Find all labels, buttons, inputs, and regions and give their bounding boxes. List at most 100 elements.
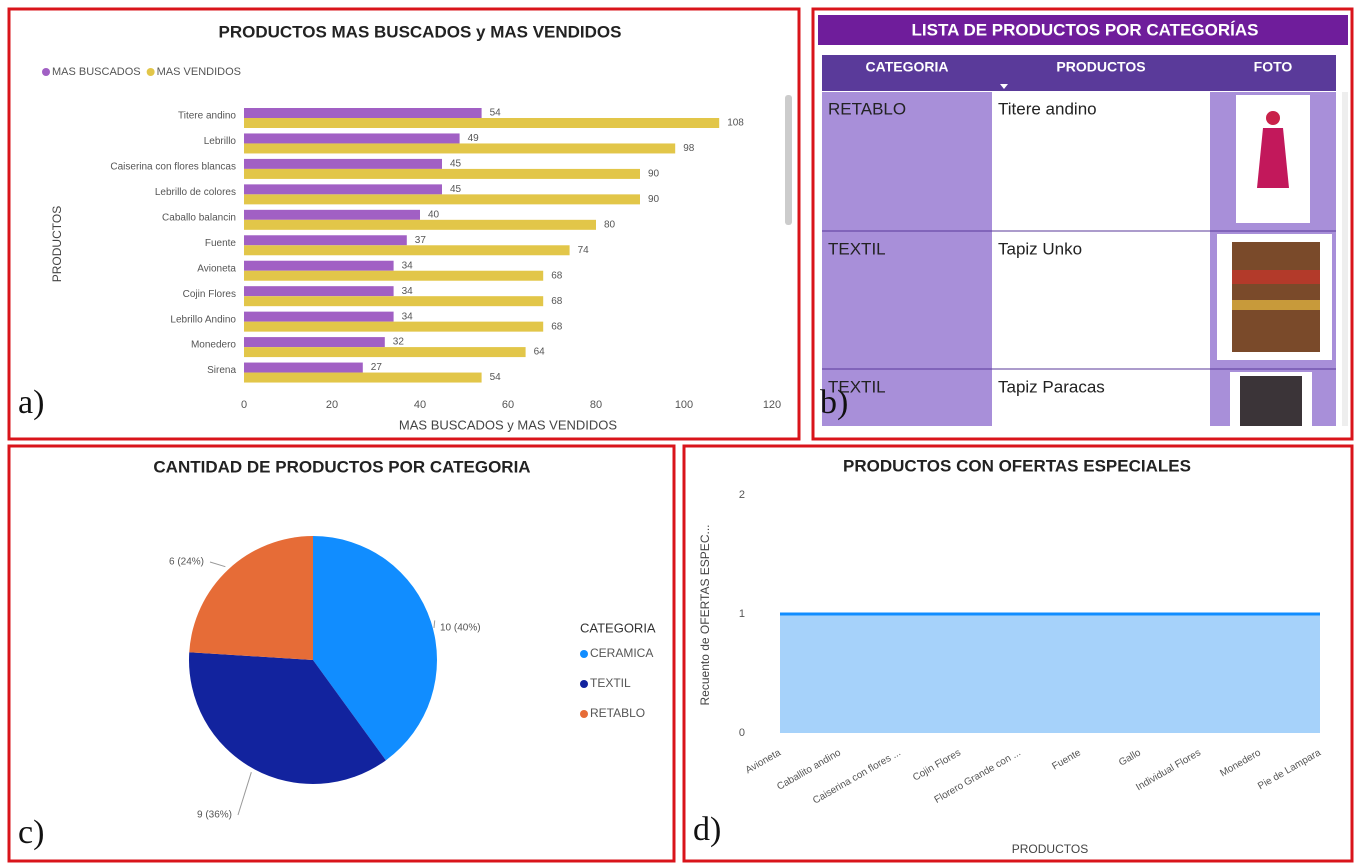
- bar: [244, 158, 442, 169]
- x-tick-label: 0: [241, 399, 247, 411]
- legend-label: MAS BUSCADOS: [52, 66, 141, 78]
- data-label: 68: [551, 270, 563, 281]
- table-title-bar: [818, 15, 1348, 45]
- legend-label: TEXTIL: [590, 676, 631, 690]
- x-axis-label: MAS BUSCADOS y MAS VENDIDOS: [399, 417, 617, 432]
- scrollbar: [1342, 92, 1348, 426]
- data-label: 74: [578, 245, 590, 256]
- bar: [244, 296, 544, 307]
- y-tick-label: Fuente: [205, 238, 237, 249]
- category-column: [822, 92, 992, 426]
- data-label: 34: [402, 311, 414, 322]
- data-label: 40: [428, 209, 440, 220]
- table-cell: Titere andino: [998, 99, 1097, 118]
- panel-label: c): [18, 814, 44, 851]
- table-cell: Tapiz Paracas: [998, 377, 1105, 396]
- y-tick-label: 0: [739, 727, 745, 739]
- bar: [244, 337, 385, 348]
- legend-marker: [580, 650, 588, 658]
- panel-frame: [811, 7, 1354, 441]
- data-label: 27: [371, 362, 383, 373]
- legend-label: MAS VENDIDOS: [157, 66, 241, 78]
- x-tick-label: Avioneta: [744, 747, 783, 776]
- bar: [244, 270, 544, 281]
- table-cell: RETABLO: [828, 99, 906, 118]
- x-axis-label: PRODUCTOS: [1012, 842, 1088, 856]
- data-label: 6 (24%): [169, 557, 204, 568]
- data-label: 45: [450, 159, 462, 170]
- pie-slice: [188, 652, 386, 784]
- y-tick-label: Caiserina con flores blancas: [110, 162, 236, 173]
- legend-marker: [146, 68, 155, 76]
- bar: [244, 311, 394, 322]
- legend-title: CATEGORIA: [580, 620, 656, 635]
- x-tick-label: Fuente: [1050, 747, 1083, 772]
- x-tick-label: Gallo: [1117, 747, 1143, 768]
- bar: [244, 372, 482, 383]
- chart-title: PRODUCTOS MAS BUSCADOS y MAS VENDIDOS: [218, 22, 621, 41]
- data-label: 108: [727, 118, 744, 129]
- table-cell: Tapiz Unko: [998, 239, 1082, 258]
- x-tick-label: Individual Flores: [1134, 747, 1203, 793]
- y-tick-label: Lebrillo Andino: [170, 314, 236, 325]
- photo-figure: [1232, 242, 1320, 352]
- data-label: 32: [393, 337, 405, 348]
- x-tick-label: 80: [590, 399, 602, 411]
- bar: [244, 184, 442, 195]
- data-label: 45: [450, 184, 462, 195]
- bar: [244, 362, 363, 373]
- y-tick-label: Cojin Flores: [183, 289, 236, 300]
- photo-figure: [1266, 111, 1280, 125]
- data-label: 54: [490, 108, 502, 119]
- bar: [244, 235, 407, 246]
- bar: [244, 209, 420, 220]
- x-tick-label: 40: [414, 399, 426, 411]
- y-axis-label: Recuento de OFERTAS ESPEC...: [698, 525, 712, 706]
- data-label: 34: [402, 286, 414, 297]
- legend-marker: [42, 68, 50, 76]
- panel-frame: [7, 444, 676, 863]
- y-tick-label: Lebrillo: [204, 136, 237, 147]
- x-tick-label: 100: [675, 399, 693, 411]
- pie-slice: [189, 536, 313, 660]
- table-header: [822, 55, 1336, 91]
- legend-marker: [580, 680, 588, 688]
- bar: [244, 108, 482, 118]
- bar: [244, 143, 676, 154]
- photo-figure: [1240, 376, 1302, 426]
- x-tick-label: Monedero: [1218, 747, 1263, 779]
- bar: [244, 219, 596, 230]
- leader-line: [433, 620, 436, 629]
- table-title: LISTA DE PRODUCTOS POR CATEGORÍAS: [912, 20, 1259, 39]
- bar: [244, 168, 640, 179]
- column-header: CATEGORIA: [866, 59, 949, 75]
- chart-title: CANTIDAD DE PRODUCTOS POR CATEGORIA: [153, 457, 530, 476]
- table-cell: TEXTIL: [828, 239, 886, 258]
- panel-label: b): [820, 384, 848, 421]
- bar: [244, 286, 394, 297]
- photo-figure: [1257, 128, 1289, 188]
- panel-label: d): [693, 811, 721, 848]
- chart-title: PRODUCTOS CON OFERTAS ESPECIALES: [843, 456, 1191, 475]
- bar: [244, 194, 640, 205]
- bar: [244, 260, 394, 271]
- y-tick-label: Titere andino: [178, 111, 236, 122]
- sort-arrow: [1000, 84, 1008, 89]
- x-tick-label: Cojin Flores: [911, 747, 963, 783]
- data-label: 34: [402, 260, 414, 271]
- data-label: 9 (36%): [197, 810, 232, 821]
- y-tick-label: Caballo balancin: [162, 212, 236, 223]
- x-tick-label: 60: [502, 399, 514, 411]
- data-label: 98: [683, 143, 695, 154]
- data-label: 10 (40%): [440, 623, 481, 634]
- y-tick-label: Sirena: [207, 365, 236, 376]
- x-tick-label: 20: [326, 399, 338, 411]
- panel-label: a): [18, 384, 44, 421]
- legend-marker: [580, 710, 588, 718]
- bar: [244, 133, 460, 144]
- column-header: FOTO: [1254, 59, 1293, 75]
- bar: [244, 245, 570, 256]
- photo-figure: [1232, 300, 1320, 310]
- y-tick-label: Lebrillo de colores: [155, 187, 236, 198]
